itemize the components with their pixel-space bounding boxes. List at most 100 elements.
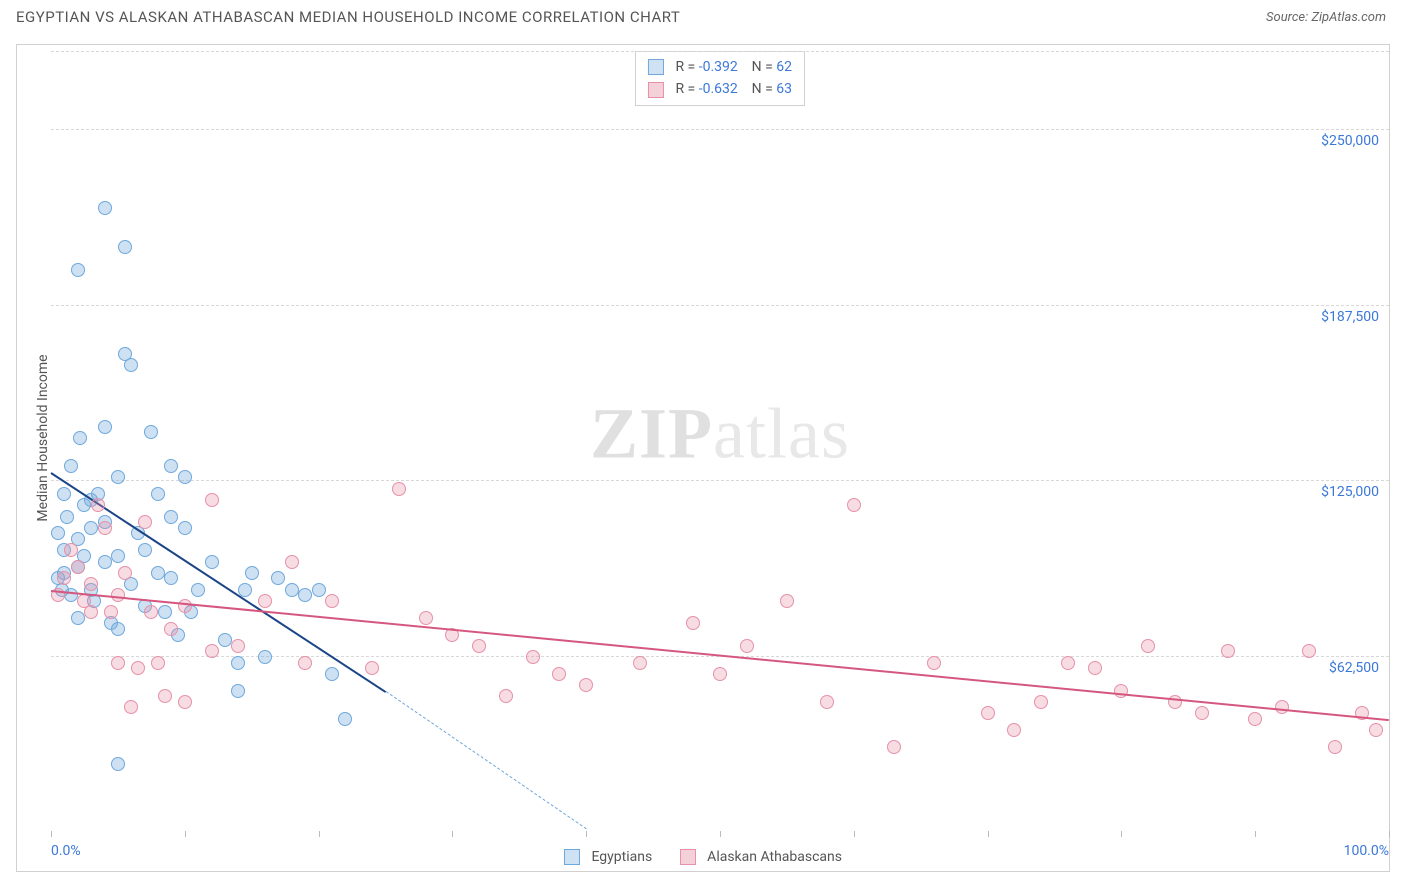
data-point-alaskan <box>298 656 312 670</box>
data-point-alaskan <box>57 571 71 585</box>
y-tick-label: $187,500 <box>1321 309 1379 325</box>
legend-swatch-egyptians <box>648 59 664 75</box>
legend-swatch-bottom-egyptians <box>564 849 580 865</box>
data-point-alaskan <box>258 594 272 608</box>
data-point-egyptians <box>57 487 71 501</box>
data-point-egyptians <box>71 263 85 277</box>
data-point-egyptians <box>285 583 299 597</box>
series-name-0: Egyptians <box>591 849 652 865</box>
data-point-egyptians <box>238 583 252 597</box>
data-point-alaskan <box>579 678 593 692</box>
data-point-alaskan <box>847 498 861 512</box>
data-point-alaskan <box>887 740 901 754</box>
r-label-1: R = <box>675 81 695 97</box>
data-point-alaskan <box>1221 644 1235 658</box>
y-tick-label: $62,500 <box>1329 660 1379 676</box>
data-point-egyptians <box>51 526 65 540</box>
data-point-alaskan <box>178 695 192 709</box>
data-point-egyptians <box>338 712 352 726</box>
data-point-egyptians <box>98 555 112 569</box>
data-point-egyptians <box>164 459 178 473</box>
x-tick <box>720 831 721 837</box>
data-point-alaskan <box>1007 723 1021 737</box>
data-point-egyptians <box>178 470 192 484</box>
series-name-1: Alaskan Athabascans <box>707 849 842 865</box>
data-point-alaskan <box>472 639 486 653</box>
data-point-alaskan <box>1034 695 1048 709</box>
n-label-1: N = <box>752 81 773 97</box>
x-tick <box>586 831 587 837</box>
x-tick <box>854 831 855 837</box>
data-point-alaskan <box>64 543 78 557</box>
data-point-egyptians <box>231 656 245 670</box>
watermark-bold: ZIP <box>590 393 713 473</box>
data-point-alaskan <box>124 700 138 714</box>
data-point-alaskan <box>392 482 406 496</box>
watermark-light: atlas <box>713 393 850 473</box>
x-tick <box>51 831 52 837</box>
data-point-alaskan <box>84 605 98 619</box>
x-tick <box>185 831 186 837</box>
data-point-egyptians <box>191 583 205 597</box>
data-point-egyptians <box>111 470 125 484</box>
data-point-alaskan <box>1369 723 1383 737</box>
data-point-egyptians <box>144 425 158 439</box>
gridline <box>51 305 1389 306</box>
data-point-alaskan <box>1328 740 1342 754</box>
x-tick-label: 100.0% <box>1344 843 1389 859</box>
series-legend: Egyptians Alaskan Athabascans <box>552 849 854 865</box>
data-point-alaskan <box>205 493 219 507</box>
trend-line-egyptians <box>385 691 586 829</box>
r-value-0: -0.392 <box>699 59 738 75</box>
data-point-egyptians <box>64 459 78 473</box>
data-point-alaskan <box>713 667 727 681</box>
n-value-0: 62 <box>776 59 792 75</box>
data-point-alaskan <box>285 555 299 569</box>
data-point-egyptians <box>111 757 125 771</box>
data-point-alaskan <box>419 611 433 625</box>
data-point-alaskan <box>686 616 700 630</box>
data-point-alaskan <box>1088 661 1102 675</box>
data-point-egyptians <box>325 667 339 681</box>
data-point-egyptians <box>118 240 132 254</box>
x-tick <box>452 831 453 837</box>
data-point-egyptians <box>231 684 245 698</box>
data-point-alaskan <box>1168 695 1182 709</box>
chart-frame: ZIPatlas Median Household Income R = -0.… <box>16 44 1390 872</box>
data-point-egyptians <box>73 431 87 445</box>
y-axis-label: Median Household Income <box>35 354 51 521</box>
data-point-egyptians <box>298 588 312 602</box>
data-point-egyptians <box>111 622 125 636</box>
data-point-egyptians <box>164 571 178 585</box>
data-point-alaskan <box>780 594 794 608</box>
data-point-egyptians <box>151 566 165 580</box>
data-point-egyptians <box>258 650 272 664</box>
y-tick-label: $125,000 <box>1321 484 1379 500</box>
chart-title: EGYPTIAN VS ALASKAN ATHABASCAN MEDIAN HO… <box>16 8 680 26</box>
data-point-alaskan <box>552 667 566 681</box>
data-point-alaskan <box>111 656 125 670</box>
gridline <box>51 51 1389 52</box>
data-point-alaskan <box>1302 644 1316 658</box>
source-name: ZipAtlas.com <box>1311 10 1386 25</box>
data-point-egyptians <box>138 543 152 557</box>
data-point-egyptians <box>151 487 165 501</box>
legend-swatch-alaskan <box>648 82 664 98</box>
n-value-1: 63 <box>776 81 792 97</box>
correlation-legend: R = -0.392 N = 62 R = -0.632 N = 63 <box>635 51 805 106</box>
data-point-egyptians <box>84 521 98 535</box>
data-point-egyptians <box>271 571 285 585</box>
data-point-egyptians <box>111 549 125 563</box>
x-tick <box>319 831 320 837</box>
data-point-alaskan <box>71 560 85 574</box>
data-point-egyptians <box>205 555 219 569</box>
legend-row-alaskan: R = -0.632 N = 63 <box>648 78 792 100</box>
data-point-alaskan <box>499 689 513 703</box>
r-label-0: R = <box>675 59 695 75</box>
data-point-alaskan <box>151 656 165 670</box>
y-tick-label: $250,000 <box>1321 133 1379 149</box>
data-point-egyptians <box>178 521 192 535</box>
data-point-alaskan <box>144 605 158 619</box>
x-tick <box>1255 831 1256 837</box>
chart-header: EGYPTIAN VS ALASKAN ATHABASCAN MEDIAN HO… <box>0 0 1406 34</box>
